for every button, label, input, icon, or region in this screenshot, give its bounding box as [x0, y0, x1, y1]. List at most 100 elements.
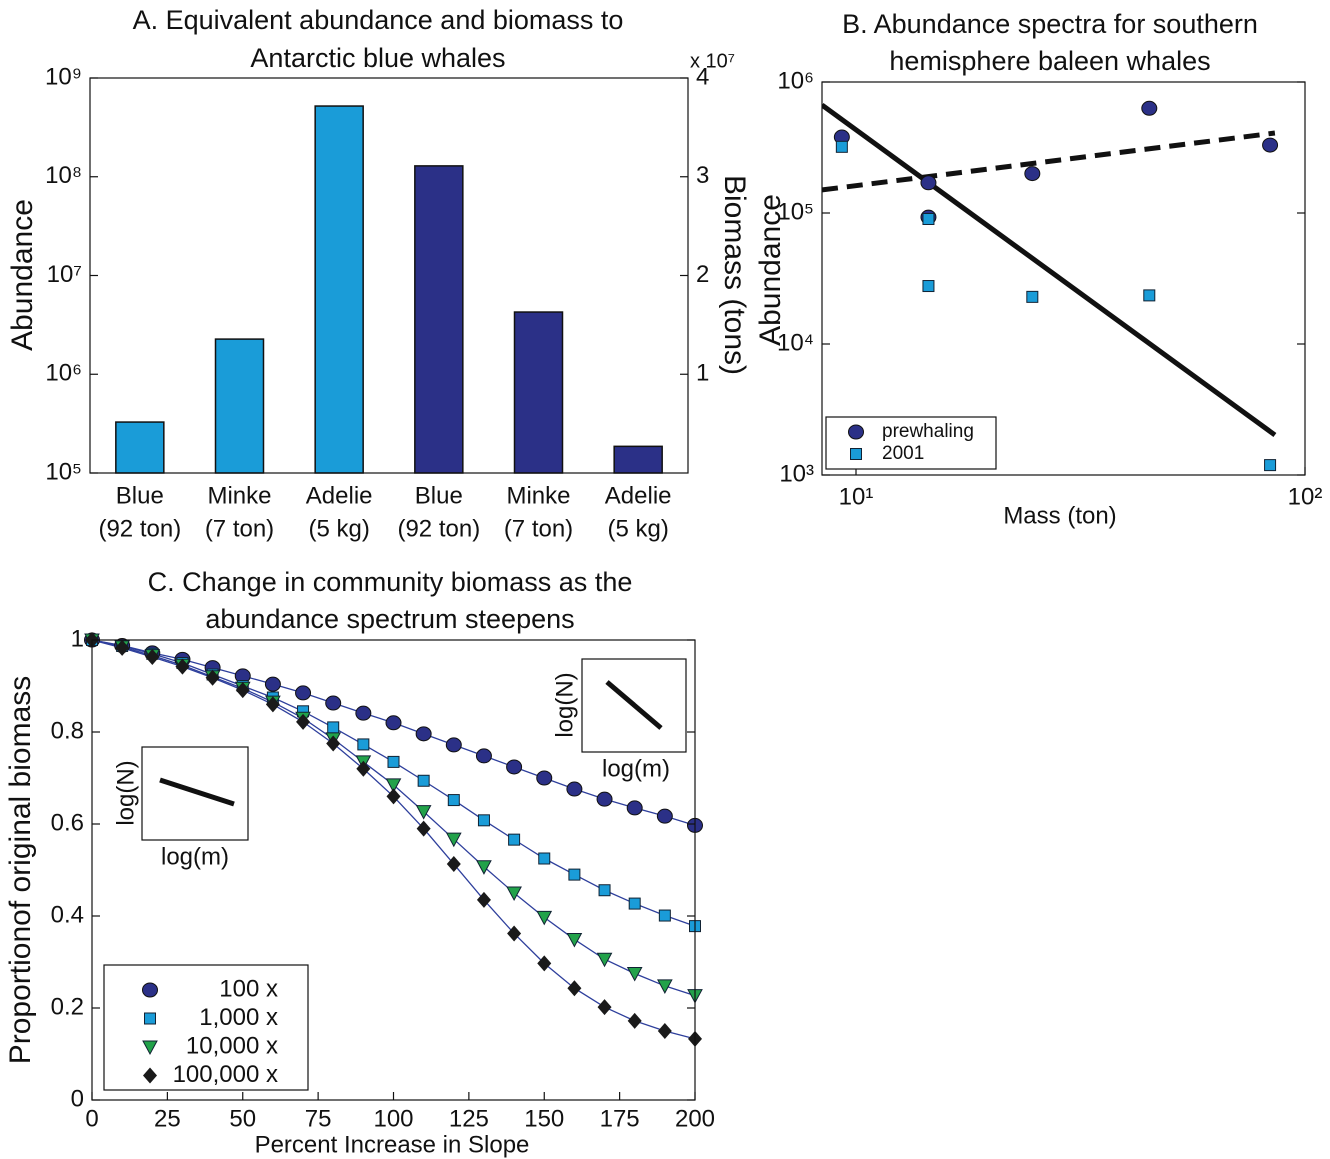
bar [314, 105, 364, 474]
marker [446, 856, 461, 873]
marker [626, 967, 643, 982]
y-tick-label: 0 [71, 1085, 84, 1112]
inset-xlabel: log(m) [161, 843, 229, 870]
x-tick-label: Minke [506, 482, 570, 509]
x-tick-label: 0 [85, 1105, 98, 1132]
y-tick-label: 2 [696, 261, 709, 288]
inset-xlabel: log(m) [602, 755, 670, 782]
y-tick-label: 10³ [779, 460, 814, 487]
chart-title: hemisphere baleen whales [889, 46, 1210, 76]
x-axis-label: Mass (ton) [1003, 502, 1116, 529]
marker [566, 781, 583, 797]
marker [355, 705, 372, 721]
marker [506, 759, 523, 775]
marker [597, 999, 612, 1016]
marker [386, 788, 401, 805]
x-tick-label: (7 ton) [205, 515, 274, 542]
y-axis-label: Proportionof original biomass [4, 676, 37, 1065]
x-tick-label: 125 [449, 1105, 489, 1132]
fit-line [822, 130, 1276, 193]
marker [1262, 137, 1279, 153]
y-tick-label: 10⁴ [777, 329, 814, 356]
x-tick-label: Blue [116, 482, 164, 509]
marker [1024, 166, 1041, 182]
x-tick-label: 10² [1288, 483, 1323, 510]
x-tick-label: 25 [154, 1105, 181, 1132]
marker [567, 980, 582, 997]
marker [357, 738, 370, 751]
marker [235, 682, 250, 699]
marker [1264, 459, 1277, 472]
bar [115, 421, 165, 474]
marker [143, 1067, 157, 1084]
legend-label: 2001 [882, 443, 924, 464]
chart-title: B. Abundance spectra for southern [842, 9, 1258, 39]
x-tick-label: (7 ton) [504, 515, 573, 542]
plot-frame [89, 77, 689, 474]
inset-ylabel: log(N) [112, 760, 139, 825]
marker [326, 735, 341, 752]
y-tick-label: 1 [696, 360, 709, 387]
x-tick-label: (5 kg) [607, 515, 668, 542]
marker [325, 695, 342, 711]
marker [115, 639, 130, 656]
y-tick-label: 3 [696, 162, 709, 189]
x-tick-label: (92 ton) [397, 515, 480, 542]
marker [538, 852, 551, 865]
marker [265, 696, 280, 713]
y-tick-label: 10⁵ [45, 458, 82, 485]
chart-title: abundance spectrum steepens [205, 604, 574, 634]
y-tick-label: 0.8 [51, 717, 84, 744]
fit-line [822, 103, 1277, 438]
marker [922, 280, 935, 293]
bar [513, 311, 564, 474]
chart-title: A. Equivalent abundance and biomass to [133, 5, 624, 35]
marker [205, 669, 220, 686]
legend-label: 10,000 x [186, 1032, 278, 1059]
marker [415, 726, 432, 742]
x-tick-label: Blue [415, 482, 463, 509]
y2-multiplier: x 10⁷ [690, 50, 735, 72]
inset-ylabel: log(N) [551, 672, 578, 737]
marker [476, 860, 492, 875]
chart-title: C. Change in community biomass as the [148, 567, 633, 597]
marker [566, 932, 583, 948]
legend-label: 100,000 x [173, 1061, 278, 1088]
marker [537, 955, 552, 972]
marker [144, 1012, 156, 1025]
marker [850, 448, 862, 460]
y-tick-label: 10⁵ [777, 198, 814, 225]
marker [356, 760, 371, 777]
x-tick-label: 50 [229, 1105, 256, 1132]
marker [445, 832, 462, 848]
x-tick-label: 75 [305, 1105, 332, 1132]
x-tick-label: (5 kg) [308, 515, 369, 542]
marker [536, 910, 553, 926]
marker [475, 748, 492, 764]
marker [417, 774, 430, 787]
marker [657, 1023, 672, 1039]
marker [596, 791, 613, 807]
marker [477, 814, 490, 827]
marker [656, 808, 673, 824]
marker [536, 770, 553, 786]
marker [142, 1040, 158, 1056]
y-tick-label: 10⁹ [45, 63, 82, 90]
legend-label: 1,000 x [199, 1004, 278, 1031]
x-tick-label: Adelie [306, 482, 373, 509]
marker [447, 794, 460, 807]
x-tick-label: Adelie [605, 482, 672, 509]
marker [1026, 290, 1039, 303]
marker [445, 737, 462, 753]
marker [922, 212, 935, 225]
marker [920, 175, 937, 191]
plot-area [822, 103, 1277, 438]
inset-line [605, 680, 663, 730]
x-tick-label: 10¹ [839, 483, 874, 510]
x-tick-label: 200 [675, 1105, 715, 1132]
x-tick-label: 150 [524, 1105, 564, 1132]
bar [613, 445, 663, 474]
marker [416, 820, 431, 837]
bar [414, 165, 464, 474]
